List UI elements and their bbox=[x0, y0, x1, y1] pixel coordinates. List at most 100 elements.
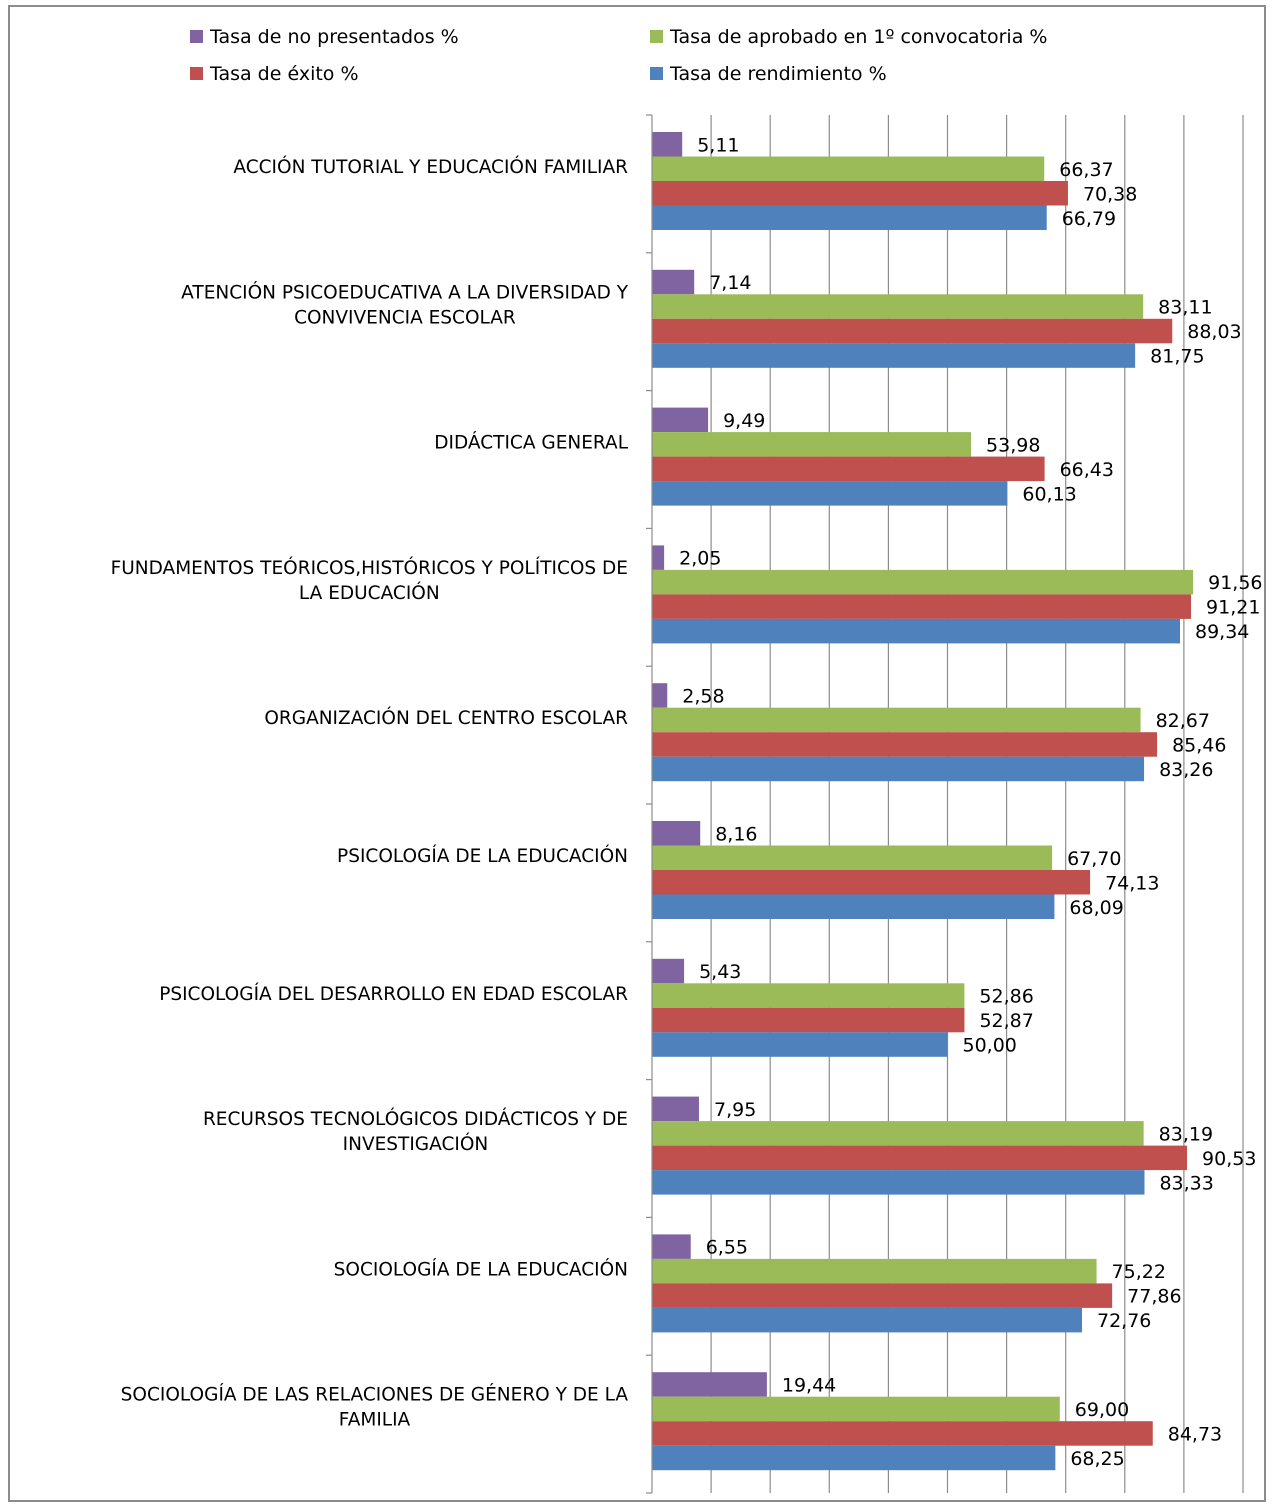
bar bbox=[652, 983, 965, 1008]
data-label: 68,25 bbox=[1070, 1448, 1124, 1470]
legend-entry: Tasa de no presentados % bbox=[209, 26, 459, 48]
category-label: FUNDAMENTOS TEÓRICOS,HISTÓRICOS Y POLÍTI… bbox=[111, 557, 628, 579]
bar bbox=[652, 569, 1194, 595]
data-label: 60,13 bbox=[1022, 483, 1076, 505]
data-label: 67,70 bbox=[1067, 848, 1121, 870]
bar bbox=[652, 732, 1158, 757]
bar bbox=[652, 456, 1045, 482]
data-label: 8,16 bbox=[715, 823, 757, 845]
bar bbox=[652, 1145, 1188, 1171]
bar bbox=[652, 343, 1136, 368]
data-label: 74,13 bbox=[1105, 872, 1159, 894]
category-label: CONVIVENCIA ESCOLAR bbox=[294, 307, 516, 328]
category-label: DIDÁCTICA GENERAL bbox=[434, 432, 628, 454]
bars bbox=[652, 132, 1194, 1471]
bar bbox=[652, 1283, 1113, 1308]
category-label: ATENCIÓN PSICOEDUCATIVA A LA DIVERSIDAD … bbox=[181, 281, 629, 303]
bar bbox=[652, 870, 1091, 895]
bar bbox=[652, 707, 1141, 733]
legend-entry: Tasa de rendimiento % bbox=[669, 63, 887, 85]
data-label: 19,44 bbox=[782, 1374, 836, 1396]
category-label: ACCIÓN TUTORIAL Y EDUCACIÓN FAMILIAR bbox=[233, 156, 628, 178]
bar bbox=[652, 683, 668, 708]
data-label: 52,87 bbox=[979, 1010, 1033, 1032]
data-label: 77,86 bbox=[1127, 1286, 1181, 1308]
bar bbox=[652, 1421, 1153, 1446]
data-label: 66,79 bbox=[1062, 208, 1116, 230]
data-label: 75,22 bbox=[1112, 1261, 1166, 1283]
data-label: 83,11 bbox=[1158, 297, 1212, 319]
category-label: FAMILIA bbox=[339, 1410, 411, 1431]
bar bbox=[652, 1445, 1056, 1471]
bar bbox=[652, 618, 1180, 644]
data-label: 85,46 bbox=[1172, 734, 1226, 756]
category-label: SOCIOLOGÍA DE LA EDUCACIÓN bbox=[334, 1258, 628, 1280]
data-label: 66,43 bbox=[1060, 459, 1114, 481]
bar bbox=[652, 958, 685, 984]
data-label: 84,73 bbox=[1168, 1423, 1222, 1445]
data-label: 70,38 bbox=[1083, 183, 1137, 205]
category-label: ORGANIZACIÓN DEL CENTRO ESCOLAR bbox=[264, 707, 628, 729]
legend-swatch bbox=[190, 30, 203, 43]
bar bbox=[652, 156, 1045, 181]
bar bbox=[652, 545, 665, 570]
data-label: 68,09 bbox=[1069, 897, 1123, 919]
bar bbox=[652, 1170, 1145, 1195]
data-label: 2,58 bbox=[682, 685, 724, 707]
bar bbox=[652, 1007, 965, 1033]
category-label: SOCIOLOGÍA DE LAS RELACIONES DE GÉNERO Y… bbox=[121, 1384, 629, 1406]
bar bbox=[652, 318, 1173, 344]
legend-entry: Tasa de aprobado en 1º convocatoria % bbox=[669, 26, 1047, 48]
legend-swatch bbox=[650, 30, 663, 43]
category-axis: ACCIÓN TUTORIAL Y EDUCACIÓN FAMILIAR ATEN… bbox=[111, 114, 653, 1494]
data-label: 69,00 bbox=[1075, 1399, 1129, 1421]
data-label: 91,21 bbox=[1206, 597, 1260, 619]
bar bbox=[652, 407, 709, 433]
bar bbox=[652, 205, 1047, 230]
data-label: 72,76 bbox=[1097, 1310, 1151, 1332]
data-label: 7,95 bbox=[714, 1099, 756, 1121]
bar bbox=[652, 1096, 699, 1122]
data-label: 66,37 bbox=[1059, 159, 1113, 181]
data-label: 5,43 bbox=[699, 961, 741, 983]
data-label: 83,26 bbox=[1159, 759, 1213, 781]
data-label: 90,53 bbox=[1202, 1148, 1256, 1170]
bar bbox=[652, 294, 1144, 319]
bar bbox=[652, 432, 972, 457]
bar bbox=[652, 845, 1053, 870]
data-label: 5,11 bbox=[697, 134, 739, 156]
bar bbox=[652, 132, 683, 157]
legend: Tasa de no presentados % Tasa de aprobado… bbox=[190, 26, 1047, 85]
data-label: 7,14 bbox=[709, 272, 751, 294]
bar bbox=[652, 481, 1008, 506]
category-label: RECURSOS TECNOLÓGICOS DIDÁCTICOS Y DE bbox=[203, 1108, 628, 1130]
bar bbox=[652, 1307, 1083, 1333]
data-label: 81,75 bbox=[1150, 346, 1204, 368]
category-label: INVESTIGACIÓN bbox=[343, 1133, 489, 1155]
data-label: 6,55 bbox=[706, 1237, 748, 1259]
legend-swatch bbox=[650, 67, 663, 80]
bar bbox=[652, 1258, 1097, 1284]
data-label: 83,33 bbox=[1159, 1172, 1213, 1194]
bar bbox=[652, 181, 1068, 206]
legend-swatch bbox=[190, 67, 203, 80]
category-label: PSICOLOGÍA DEL DESARROLLO EN EDAD ESCOLA… bbox=[159, 983, 628, 1005]
data-label: 91,56 bbox=[1208, 572, 1262, 594]
category-label: LA EDUCACIÓN bbox=[299, 582, 440, 604]
data-label: 88,03 bbox=[1187, 321, 1241, 343]
bar bbox=[652, 1396, 1060, 1422]
data-label: 83,19 bbox=[1159, 1123, 1213, 1145]
data-label: 2,05 bbox=[679, 548, 721, 570]
bar bbox=[652, 894, 1055, 919]
bar bbox=[652, 1234, 691, 1259]
bar bbox=[652, 1032, 948, 1057]
bar bbox=[652, 594, 1192, 619]
data-label: 9,49 bbox=[723, 410, 765, 432]
bar bbox=[652, 756, 1145, 782]
data-label: 53,98 bbox=[986, 434, 1040, 456]
bar bbox=[652, 269, 695, 295]
data-label: 50,00 bbox=[963, 1035, 1017, 1057]
category-label: PSICOLOGÍA DE LA EDUCACIÓN bbox=[337, 845, 628, 867]
